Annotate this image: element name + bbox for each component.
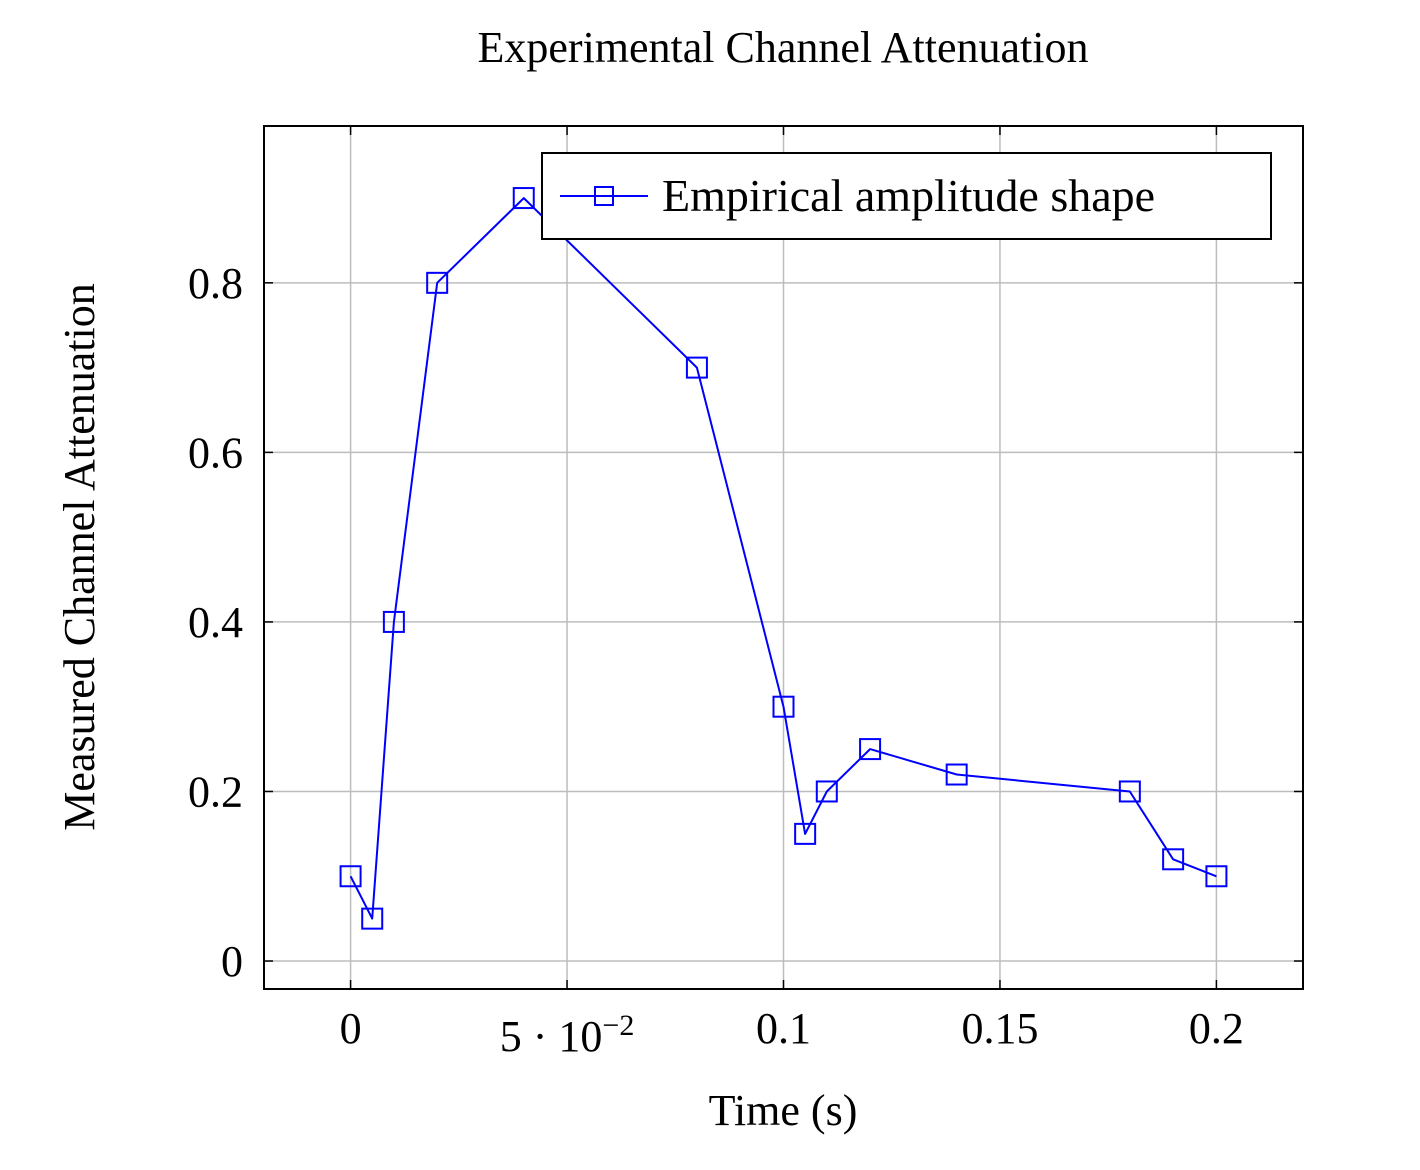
data-point-marker <box>794 822 817 845</box>
x-tick-label: 0 <box>340 1004 362 1053</box>
data-point-marker <box>361 907 384 930</box>
plot-frame <box>263 125 1304 990</box>
legend: Empirical amplitude shape <box>541 152 1272 240</box>
axis-ticks: 0 5 · 10−2 0.1 0.15 0.2 0 0.2 0.4 0.6 0.8 <box>188 126 1303 1061</box>
x-tick-label: 0.15 <box>961 1004 1038 1053</box>
x-tick-label: 0.2 <box>1189 1004 1244 1053</box>
data-point-marker <box>1118 780 1141 803</box>
y-tick-label: 0.4 <box>188 598 243 647</box>
y-tick-label: 0.2 <box>188 767 243 816</box>
legend-box <box>541 152 1272 240</box>
x-axis-label: Time (s) <box>709 1086 858 1135</box>
data-point-marker <box>426 271 449 294</box>
data-point-marker <box>772 695 795 718</box>
x-tick-label: 0.1 <box>756 1004 811 1053</box>
y-tick-label: 0.6 <box>188 428 243 477</box>
data-point-marker <box>512 187 535 210</box>
data-point-marker <box>1162 848 1185 871</box>
data-point-marker <box>1205 865 1228 888</box>
series-layer <box>339 187 1228 930</box>
chart-title: Experimental Channel Attenuation <box>478 23 1089 72</box>
data-point-marker <box>815 780 838 803</box>
y-axis-label: Measured Channel Attenuation <box>55 283 104 830</box>
x-tick-label: 5 · 10−2 <box>500 1009 635 1061</box>
series-line <box>349 197 1217 920</box>
y-tick-label: 0.8 <box>188 259 243 308</box>
data-point-marker <box>382 610 405 633</box>
data-point-marker <box>859 738 882 761</box>
grid <box>264 126 1303 989</box>
data-point-marker <box>945 763 968 786</box>
data-point-marker <box>685 356 708 379</box>
legend-label: Empirical amplitude shape <box>662 170 1155 221</box>
data-point-marker <box>339 865 362 888</box>
y-tick-label: 0 <box>221 937 243 986</box>
legend-square-marker <box>594 186 614 206</box>
